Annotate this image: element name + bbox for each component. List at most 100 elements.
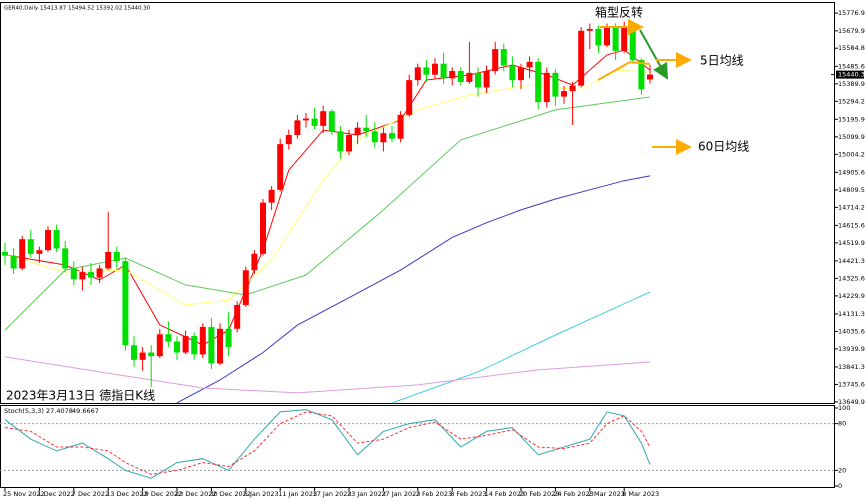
candle-body xyxy=(578,30,585,86)
candle-body xyxy=(122,261,129,346)
candle-body xyxy=(311,118,318,126)
candle-body xyxy=(604,27,610,46)
candle-body xyxy=(2,251,8,256)
y-tick-label: 14615.60 xyxy=(838,221,865,229)
y-tick-label: 15776.90 xyxy=(838,9,865,17)
candle-body xyxy=(88,272,94,278)
ma-line xyxy=(176,175,651,404)
candle-body xyxy=(414,67,421,81)
candle-body xyxy=(621,27,628,51)
candle-body xyxy=(449,71,456,79)
header: GER40,Daily 15413.87 15494.52 15392.02 1… xyxy=(4,6,151,12)
candle-body xyxy=(303,118,309,121)
annotation: 箱型反转 xyxy=(595,5,643,20)
x-tick-label: 2 Mar 2023 xyxy=(588,490,625,498)
candle-body xyxy=(53,230,60,249)
y-tick-label: 13939.90 xyxy=(838,345,865,353)
x-tick-label: 14 Feb 2023 xyxy=(485,490,525,498)
box-line xyxy=(597,60,651,81)
y-tick-label: 13841.30 xyxy=(838,363,865,371)
y-tick-label: 13649.90 xyxy=(838,398,865,406)
stoch-signal-value: 49.6667 xyxy=(72,407,99,415)
candle-body xyxy=(242,270,249,306)
stoch-main-value: 27.4078 xyxy=(46,407,73,415)
candle-body xyxy=(174,341,180,353)
y-tick-label: 14229.90 xyxy=(838,292,865,300)
y-tick-label: 14519.90 xyxy=(838,239,865,247)
y-tick-label: 15485.60 xyxy=(838,62,865,70)
candle-body xyxy=(423,67,430,75)
candle-body xyxy=(234,305,241,329)
y-tick-label: 20 xyxy=(838,466,846,474)
candle-body xyxy=(199,326,206,355)
candle-body xyxy=(363,127,370,132)
x-tick-label: 27 Jan 2023 xyxy=(381,490,420,498)
stoch-title: Stoch(5,3,3) xyxy=(4,407,44,415)
y-tick-label: 15389.90 xyxy=(838,80,865,88)
candle-body xyxy=(595,28,602,46)
candle-body xyxy=(629,27,636,61)
candle-body xyxy=(492,49,499,72)
candle-body xyxy=(561,91,567,97)
candle-body xyxy=(500,49,507,66)
candle-body xyxy=(156,334,163,357)
y-tick-label: 15584.80 xyxy=(838,44,865,52)
y-tick-label: 14131.30 xyxy=(838,310,865,318)
stoch-main xyxy=(4,409,651,479)
candle-body xyxy=(105,251,112,269)
y-tick-label: 14325.60 xyxy=(838,274,865,282)
candle-body xyxy=(45,230,51,251)
candle-body xyxy=(380,133,387,143)
candle-body xyxy=(36,250,43,254)
candle-body xyxy=(260,202,266,254)
x-tick-label: 5 Jan 2023 xyxy=(244,490,279,498)
candle-body xyxy=(483,71,490,88)
candle-body xyxy=(165,334,172,342)
candle-body xyxy=(509,65,516,81)
candle-body xyxy=(389,133,395,139)
x-tick-label: 8 Feb 2023 xyxy=(450,490,486,498)
x-tick-label: 24 Feb 2023 xyxy=(553,490,593,498)
candle-body xyxy=(586,28,593,31)
x-tick-label: 23 Dec 2022 xyxy=(175,490,217,498)
annotation: 2023年3月13日 德指日K线 xyxy=(6,388,155,403)
annotation: 5日均线 xyxy=(700,54,744,68)
candle-body xyxy=(535,61,542,103)
x-tick-label: 23 Jan 2023 xyxy=(347,490,386,498)
candle-body xyxy=(552,72,559,97)
candle-body xyxy=(647,74,653,80)
y-tick-label: 14905.60 xyxy=(838,168,865,176)
candle-body xyxy=(475,72,481,88)
candle-body xyxy=(320,111,327,126)
y-tick-label: 14714.20 xyxy=(838,203,865,211)
x-tick-label: 7 Dec 2022 xyxy=(72,490,109,498)
y-tick-label: 15294.20 xyxy=(838,97,865,105)
candle-body xyxy=(457,71,464,82)
y-tick-label: 15195.90 xyxy=(838,115,865,123)
candle-body xyxy=(62,248,69,269)
candle-body xyxy=(337,131,344,152)
candle-body xyxy=(612,27,619,51)
last-price-label: 15440.30 xyxy=(838,71,865,79)
arrow xyxy=(639,29,668,80)
candle-body xyxy=(191,336,198,355)
annotation: 60日均线 xyxy=(698,140,749,154)
x-tick-label: 25 Nov 2022 xyxy=(3,490,45,498)
candle-body xyxy=(10,255,17,269)
ma-line xyxy=(4,96,651,331)
x-tick-label: 13 Dec 2022 xyxy=(106,490,148,498)
y-tick-label: 0 xyxy=(838,482,842,490)
candle-body xyxy=(268,189,275,203)
stoch-panel xyxy=(0,405,835,488)
x-tick-label: 17 Jan 2023 xyxy=(313,490,352,498)
candle-body xyxy=(19,239,26,269)
candle-body xyxy=(346,134,352,152)
candle-body xyxy=(406,80,413,115)
candle-body xyxy=(27,239,34,254)
candle-body xyxy=(432,63,438,75)
candle-body xyxy=(208,326,215,364)
candle-body xyxy=(182,336,189,353)
y-tick-label: 15004.20 xyxy=(838,150,865,158)
candle-body xyxy=(217,328,223,364)
